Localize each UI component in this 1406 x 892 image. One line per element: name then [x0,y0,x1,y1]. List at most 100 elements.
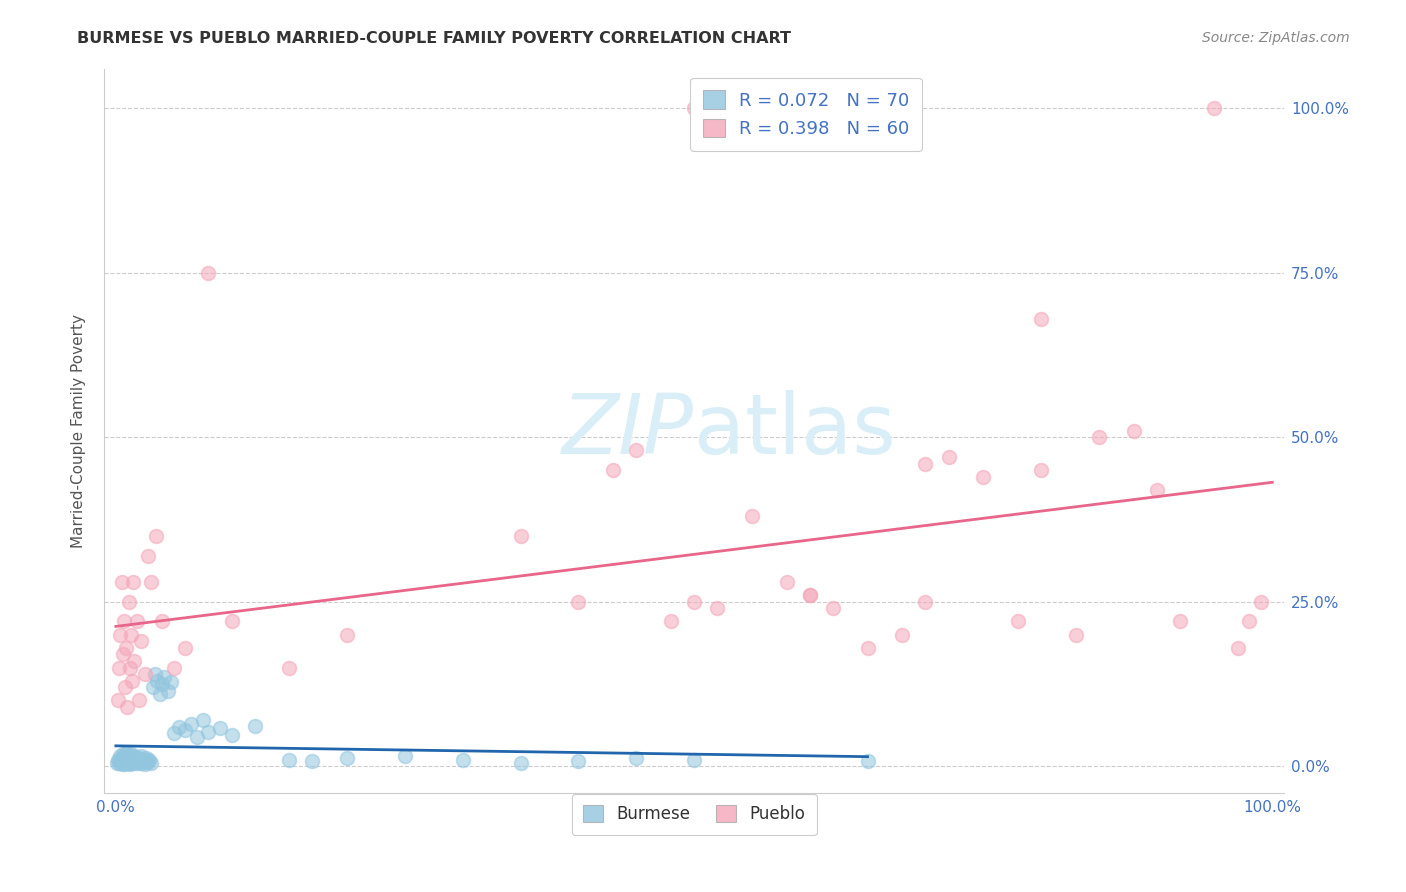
Text: atlas: atlas [695,390,896,471]
Point [132,753,155,767]
Point [128,693,150,707]
Point [567,595,589,609]
Point [891,628,914,642]
Point [145,529,167,543]
Point [301,754,323,768]
Point [706,601,728,615]
Point [1226,640,1249,655]
Point [180,716,202,731]
Point [221,728,243,742]
Point [197,266,219,280]
Point [914,595,936,609]
Point [118,660,141,674]
Point [683,753,706,767]
Point [972,469,994,483]
Point [134,667,156,681]
Point [120,747,142,762]
Point [336,628,359,642]
Point [136,549,159,563]
Point [124,749,146,764]
Point [125,615,148,629]
Point [142,681,165,695]
Text: BURMESE VS PUEBLO MARRIED-COUPLE FAMILY POVERTY CORRELATION CHART: BURMESE VS PUEBLO MARRIED-COUPLE FAMILY … [77,31,792,46]
Point [169,720,191,734]
Point [111,751,134,765]
Point [129,634,152,648]
Point [821,601,844,615]
Legend: Burmese, Pueblo: Burmese, Pueblo [572,794,817,835]
Point [112,756,135,770]
Point [1168,615,1191,629]
Point [799,588,821,602]
Point [111,648,134,662]
Point [124,756,146,770]
Point [1029,463,1052,477]
Point [121,673,143,688]
Point [197,725,219,739]
Point [121,756,143,770]
Y-axis label: Married-Couple Family Poverty: Married-Couple Family Poverty [72,314,86,548]
Point [115,640,138,655]
Point [160,675,183,690]
Point [124,654,146,668]
Point [111,747,134,762]
Point [509,756,531,770]
Point [509,529,531,543]
Point [136,754,159,768]
Point [938,450,960,464]
Point [110,754,132,768]
Point [128,756,150,770]
Point [1146,483,1168,497]
Point [111,574,134,589]
Point [567,754,589,768]
Point [111,755,134,769]
Point [856,754,879,768]
Point [602,463,624,477]
Point [122,751,145,765]
Point [138,753,160,767]
Point [107,693,129,707]
Point [114,749,136,764]
Point [117,751,139,765]
Point [683,595,706,609]
Point [914,457,936,471]
Point [1204,101,1226,115]
Point [775,574,797,589]
Point [128,751,150,765]
Point [117,756,139,770]
Point [394,749,416,764]
Point [799,588,821,602]
Point [117,753,139,767]
Point [156,683,179,698]
Point [122,755,145,769]
Point [114,681,136,695]
Point [120,754,142,768]
Point [146,673,169,688]
Point [1088,430,1111,444]
Point [1029,311,1052,326]
Point [243,718,266,732]
Point [117,700,139,714]
Point [134,757,156,772]
Point [153,670,176,684]
Point [451,753,474,767]
Point [659,615,682,629]
Point [114,756,136,771]
Point [1064,628,1087,642]
Point [118,757,141,772]
Point [186,730,208,744]
Point [110,628,132,642]
Point [163,660,186,674]
Point [626,443,648,458]
Point [139,574,162,589]
Point [135,751,157,765]
Point [129,749,152,764]
Point [1122,424,1144,438]
Point [115,746,138,760]
Point [127,754,149,768]
Point [683,101,706,115]
Point [115,754,138,768]
Point [139,756,162,770]
Point [107,753,129,767]
Point [221,615,243,629]
